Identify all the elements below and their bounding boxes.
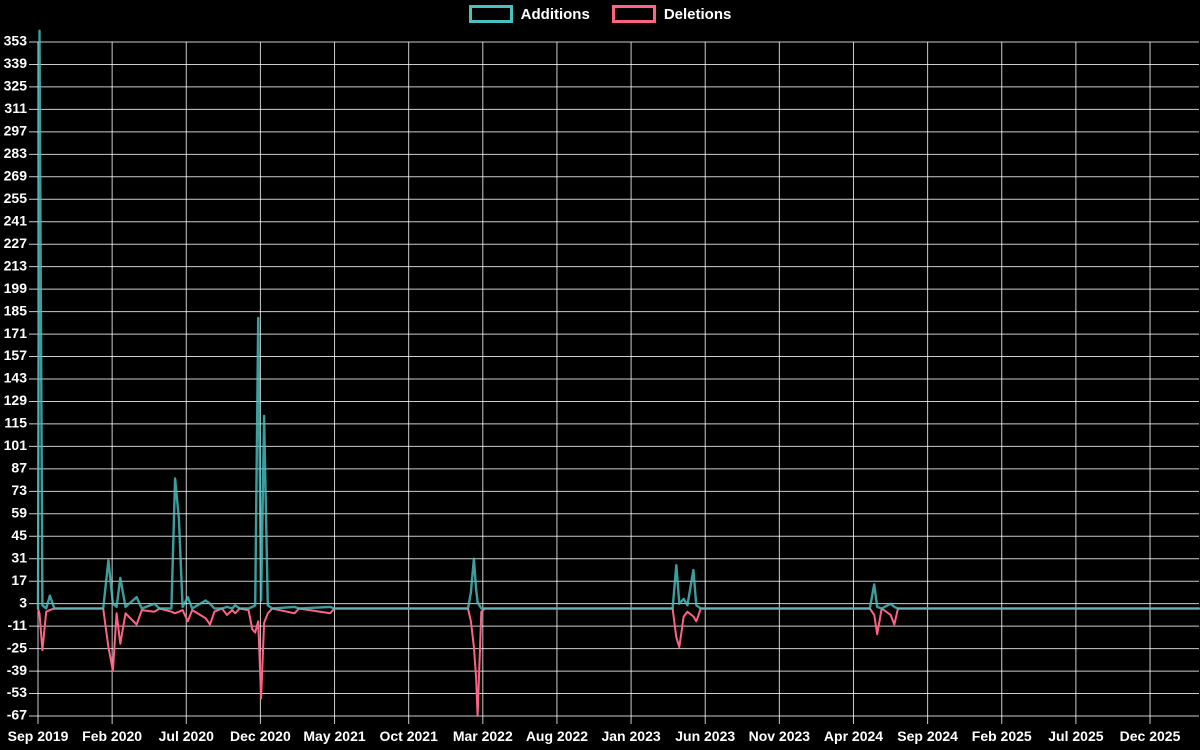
y-tick-label: -39 xyxy=(7,662,27,678)
y-tick-label: -25 xyxy=(7,639,27,655)
y-tick-label: 31 xyxy=(11,549,27,565)
x-grid: Sep 2019 Feb 2020 Jul 2020 Dec 2020 May 2021… xyxy=(8,42,1181,744)
y-tick-label: 101 xyxy=(4,437,28,453)
y-tick-label: 3 xyxy=(19,594,27,610)
x-tick-label: Aug 2022 xyxy=(526,728,588,744)
y-tick-label: 255 xyxy=(4,190,28,206)
y-tick-label: 115 xyxy=(4,415,27,431)
y-tick-label: 73 xyxy=(11,482,27,498)
y-tick-label: 45 xyxy=(11,527,27,543)
y-tick-label: 87 xyxy=(11,460,27,476)
y-tick-label: 283 xyxy=(4,145,28,161)
x-tick-label: Feb 2025 xyxy=(972,728,1032,744)
y-tick-label: 325 xyxy=(4,78,28,94)
x-tick-label: Jul 2025 xyxy=(1048,728,1103,744)
y-tick-label: -53 xyxy=(7,684,27,700)
legend-item-deletions[interactable]: Deletions xyxy=(611,5,732,23)
deletions-line xyxy=(37,607,1200,717)
y-tick-label: 311 xyxy=(4,100,27,116)
y-tick-label: 213 xyxy=(4,257,28,273)
y-tick-label: -67 xyxy=(7,707,27,723)
y-tick-label: 59 xyxy=(11,505,27,521)
x-tick-label: Nov 2023 xyxy=(749,728,811,744)
chart-legend: Additions Deletions xyxy=(0,0,1200,28)
y-tick-label: 129 xyxy=(4,392,28,408)
y-tick-label: 199 xyxy=(4,280,28,296)
x-tick-label: Sep 2024 xyxy=(897,728,958,744)
y-tick-label: 17 xyxy=(11,572,27,588)
x-tick-label: Jul 2020 xyxy=(159,728,214,744)
y-grid: 353 339 325 311 297 283 269 255 241 227 213 199 185 1… xyxy=(4,33,1199,723)
y-tick-label: 185 xyxy=(4,302,28,318)
legend-label-deletions: Deletions xyxy=(663,5,732,23)
x-tick-label: Feb 2020 xyxy=(82,728,142,744)
x-tick-label: Dec 2025 xyxy=(1120,728,1181,744)
x-tick-label: Jun 2023 xyxy=(675,728,735,744)
x-tick-label: Sep 2019 xyxy=(8,728,69,744)
y-tick-label: 157 xyxy=(4,347,28,363)
y-tick-label: 297 xyxy=(4,123,28,139)
x-tick-label: Apr 2024 xyxy=(824,728,883,744)
x-tick-label: May 2021 xyxy=(303,728,365,744)
y-tick-label: -11 xyxy=(8,617,28,633)
y-tick-label: 171 xyxy=(4,325,28,341)
y-tick-label: 143 xyxy=(4,370,28,386)
y-tick-label: 227 xyxy=(4,235,28,251)
x-tick-label: Oct 2021 xyxy=(379,728,438,744)
y-tick-label: 353 xyxy=(4,33,28,49)
y-tick-label: 339 xyxy=(4,55,28,71)
legend-label-additions: Additions xyxy=(520,5,590,23)
additions-line xyxy=(36,29,1200,610)
deletions-swatch-icon xyxy=(611,5,656,23)
y-tick-label: 241 xyxy=(4,212,28,228)
x-tick-label: Dec 2020 xyxy=(230,728,291,744)
legend-item-additions[interactable]: Additions xyxy=(468,5,590,23)
additions-swatch-icon xyxy=(468,5,513,23)
x-tick-label: Jan 2023 xyxy=(601,728,660,744)
y-tick-label: 269 xyxy=(4,168,28,184)
x-tick-label: Mar 2022 xyxy=(453,728,513,744)
